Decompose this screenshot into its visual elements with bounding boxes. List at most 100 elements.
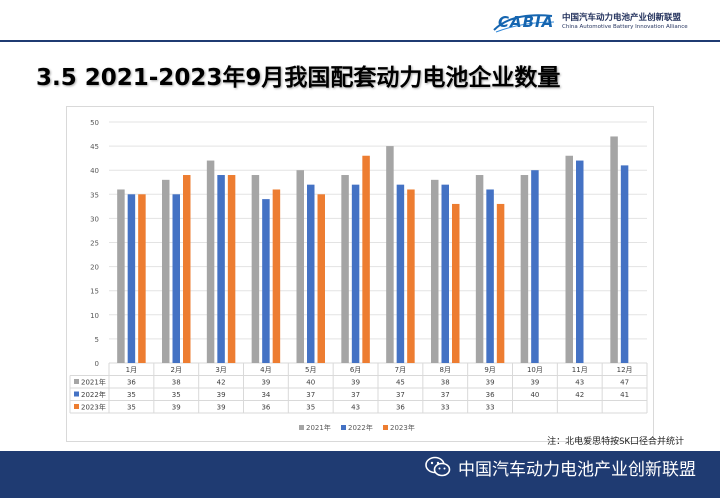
x-tick-label: 6月 [350,366,361,374]
table-cell-value: 37 [396,391,405,399]
x-tick-label: 11月 [572,366,588,374]
table-cell-value: 39 [261,379,270,387]
bar [610,136,618,363]
x-tick-label: 4月 [260,366,271,374]
table-cell-value: 39 [351,379,360,387]
bar [441,184,449,363]
bar [307,184,315,363]
slide-title: 3.5 2021-2023年9月我国配套动力电池企业数量 [36,65,561,91]
x-tick-label: 1月 [126,366,137,374]
bar [496,203,505,363]
footer-bar [0,451,720,498]
legend-key [383,425,388,430]
table-cell-value: 36 [261,404,270,412]
bar [262,199,270,363]
footer-brand: 中国汽车动力电池产业创新联盟 [424,456,696,480]
x-tick-label: 12月 [617,366,633,374]
table-cell-value: 35 [127,404,136,412]
bar [138,194,146,363]
bar [407,189,415,363]
x-tick-label: 9月 [484,366,495,374]
bar [296,170,304,363]
table-cell-value: 35 [306,404,315,412]
x-tick-label: 7月 [395,366,406,374]
table-cell-value: 33 [441,404,450,412]
bar [206,160,215,363]
legend-key [299,425,304,430]
bar [341,175,349,363]
table-cell-value: 40 [530,391,539,399]
bar [486,189,494,363]
org-name-en: China Automotive Battery Innovation Alli… [562,24,688,30]
y-tick-label: 35 [90,191,99,199]
bar [251,175,260,363]
y-tick-label: 50 [90,119,99,127]
y-tick-label: 10 [90,312,99,320]
bar [183,175,191,363]
legend-label: 2022年 [348,423,373,432]
y-tick-label: 15 [90,288,99,296]
table-series-label: 2022年 [81,390,106,399]
bar [272,189,281,363]
legend-label: 2021年 [306,423,331,432]
bar [351,184,360,363]
x-tick-label: 2月 [171,366,182,374]
table-cell-value: 39 [172,404,181,412]
table-cell-value: 33 [486,404,495,412]
table-cell-value: 35 [172,391,181,399]
bar [431,179,439,363]
table-cell-value: 39 [486,379,495,387]
table-cell-value: 37 [441,391,450,399]
cabia-logo: CABIA 中国汽车动力电池产业创新联盟 China Automotive Ba… [492,8,714,36]
bar [227,175,236,363]
chart-panel: 0 5 10 15 20 25 30 35 40 45 50 1月 2月 3月 4月 5月 6月 7月 8月 9月 10… [66,106,654,442]
y-tick-label: 20 [90,264,99,272]
x-tick-label: 8月 [440,366,451,374]
wechat-icon [425,456,451,477]
bar [362,155,370,363]
table-cell-value: 39 [217,404,226,412]
org-name-cn: 中国汽车动力电池产业创新联盟 [562,13,682,23]
y-tick-label: 30 [90,215,99,223]
table-cell-value: 42 [575,391,584,399]
table-cell-value: 39 [530,379,539,387]
table-cell-value: 36 [486,391,495,399]
bar [531,170,539,363]
table-cell-value: 47 [620,379,629,387]
bar [172,194,180,363]
table-cell-value: 37 [306,391,315,399]
table-cell-value: 35 [127,391,136,399]
table-series-label: 2021年 [81,378,106,387]
bar [576,160,584,363]
cabia-logo-mark [493,14,555,33]
bar [386,146,394,363]
bar [475,175,484,363]
table-cell-value: 36 [396,404,405,412]
bar [396,184,405,363]
bar [565,155,573,363]
table-legend-key [74,379,79,384]
bar [217,175,225,363]
table-cell-value: 36 [127,379,136,387]
bar [520,175,529,363]
table-cell-value: 39 [217,391,226,399]
table-cell-value: 45 [396,379,405,387]
bar [317,194,325,363]
legend-label: 2023年 [390,423,415,432]
table-legend-key [74,404,79,409]
table-cell-value: 43 [575,379,584,387]
bar [620,165,629,363]
y-tick-label: 25 [90,240,99,248]
table-cell-value: 37 [351,391,360,399]
bar [452,203,460,363]
table-cell-value: 43 [351,404,360,412]
table-cell-value: 41 [620,391,629,399]
table-cell-value: 38 [441,379,450,387]
table-series-label: 2023年 [81,403,106,412]
bar [127,194,136,363]
y-tick-label: 5 [95,336,99,344]
bar-chart: 0 5 10 15 20 25 30 35 40 45 50 1月 2月 3月 4月 5月 6月 7月 8月 9月 10… [69,119,648,432]
x-tick-label: 5月 [305,366,316,374]
y-tick-label: 0 [95,360,99,368]
table-cell-value: 42 [217,379,226,387]
